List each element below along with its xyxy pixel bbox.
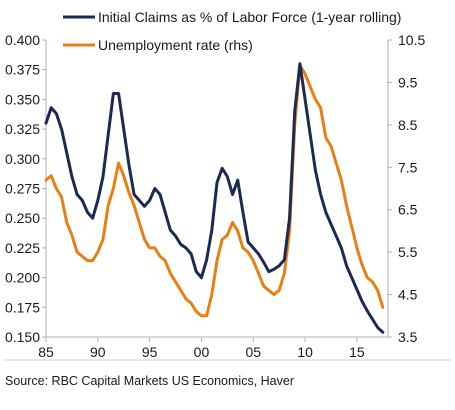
right-tick-label: 10.5 [398,32,425,48]
left-tick-label: 0.175 [5,299,40,315]
x-tick-label: 95 [142,344,158,360]
right-tick-label: 6.5 [398,202,418,218]
series-line-initial-claims [44,62,385,334]
left-tick-label: 0.275 [5,181,40,197]
legend: Initial Claims as % of Labor Force (1-ye… [63,9,401,53]
x-tick-labels: 85 90 95 00 05 10 15 [38,337,365,360]
series-line-unemployment-rate [44,63,385,318]
right-tick-label: 5.5 [398,244,418,260]
left-tick-label: 0.250 [5,210,40,226]
right-tick-label: 7.5 [398,159,418,175]
left-tick-label: 0.200 [5,270,40,286]
left-tick-label: 0.375 [5,62,40,78]
left-tick-labels: 0.400 0.375 0.350 0.325 0.300 0.275 0.250 0.225… [5,32,46,345]
legend-label-unemployment-rate: Unemployment rate (rhs) [98,37,253,53]
left-tick-label: 0.225 [5,240,40,256]
right-tick-label: 8.5 [398,117,418,133]
series-layer [44,62,385,334]
left-tick-label: 0.150 [5,329,40,345]
right-tick-label: 3.5 [398,329,418,345]
left-tick-label: 0.325 [5,121,40,137]
x-tick-label: 85 [38,344,54,360]
x-tick-label: 05 [245,344,261,360]
left-tick-label: 0.400 [5,32,40,48]
source-note: Source: RBC Capital Markets US Economics… [5,374,294,388]
left-tick-label: 0.350 [5,91,40,107]
x-tick-label: 15 [349,344,365,360]
legend-label-initial-claims: Initial Claims as % of Labor Force (1-ye… [98,9,401,25]
x-tick-label: 10 [297,344,313,360]
left-tick-label: 0.300 [5,151,40,167]
right-tick-label: 9.5 [398,74,418,90]
x-tick-label: 00 [194,344,210,360]
right-tick-label: 4.5 [398,287,418,303]
x-tick-label: 90 [90,344,106,360]
right-tick-labels: 10.5 9.5 8.5 7.5 6.5 5.5 4.5 3.5 [388,32,425,345]
